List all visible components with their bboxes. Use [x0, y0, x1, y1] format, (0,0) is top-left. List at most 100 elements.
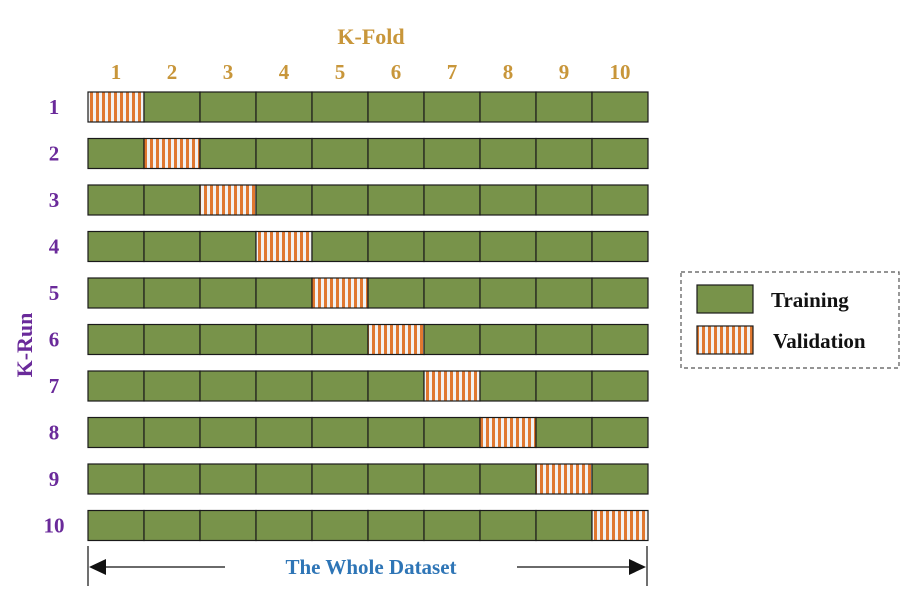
training-fold-cell — [368, 371, 424, 401]
training-fold-cell — [480, 464, 536, 494]
training-fold-cell — [480, 232, 536, 262]
training-fold-cell — [424, 232, 480, 262]
training-fold-cell — [480, 139, 536, 169]
training-fold-cell — [144, 418, 200, 448]
training-fold-cell — [200, 371, 256, 401]
training-fold-cell — [256, 278, 312, 308]
training-fold-cell — [200, 464, 256, 494]
run-label-4: 4 — [49, 235, 60, 259]
validation-fold-cell — [368, 325, 424, 355]
training-fold-cell — [368, 232, 424, 262]
fold-label-1: 1 — [111, 60, 122, 84]
training-fold-cell — [368, 185, 424, 215]
training-fold-cell — [88, 232, 144, 262]
training-fold-cell — [536, 325, 592, 355]
fold-labels: 12345678910 — [111, 60, 631, 84]
fold-label-10: 10 — [610, 60, 631, 84]
run-row-10 — [88, 511, 648, 541]
training-fold-cell — [536, 418, 592, 448]
dataset-span-left-arrowhead — [89, 559, 106, 575]
training-fold-cell — [144, 371, 200, 401]
training-fold-cell — [424, 418, 480, 448]
run-label-1: 1 — [49, 95, 60, 119]
run-row-6 — [88, 325, 648, 355]
run-label-3: 3 — [49, 188, 60, 212]
legend-training-label: Training — [771, 288, 849, 312]
training-fold-cell — [200, 278, 256, 308]
training-fold-cell — [312, 185, 368, 215]
validation-fold-cell — [144, 139, 200, 169]
training-fold-cell — [592, 325, 648, 355]
training-fold-cell — [88, 511, 144, 541]
training-fold-cell — [200, 92, 256, 122]
training-fold-cell — [536, 232, 592, 262]
training-fold-cell — [144, 278, 200, 308]
validation-fold-cell — [88, 92, 144, 122]
training-fold-cell — [480, 371, 536, 401]
dataset-span: The Whole Dataset — [88, 546, 647, 586]
fold-label-2: 2 — [167, 60, 178, 84]
training-fold-cell — [88, 418, 144, 448]
training-fold-cell — [368, 139, 424, 169]
training-fold-cell — [424, 92, 480, 122]
training-fold-cell — [536, 278, 592, 308]
validation-fold-cell — [256, 232, 312, 262]
training-fold-cell — [200, 232, 256, 262]
training-fold-cell — [312, 418, 368, 448]
training-fold-cell — [256, 92, 312, 122]
training-fold-cell — [480, 511, 536, 541]
training-fold-cell — [144, 232, 200, 262]
training-fold-cell — [592, 232, 648, 262]
training-fold-cell — [424, 139, 480, 169]
run-row-3 — [88, 185, 648, 215]
training-fold-cell — [592, 92, 648, 122]
validation-fold-cell — [200, 185, 256, 215]
validation-fold-cell — [424, 371, 480, 401]
training-fold-cell — [536, 139, 592, 169]
dataset-span-label: The Whole Dataset — [285, 555, 456, 579]
training-fold-cell — [592, 185, 648, 215]
training-fold-cell — [536, 511, 592, 541]
fold-label-7: 7 — [447, 60, 458, 84]
validation-fold-cell — [536, 464, 592, 494]
training-fold-cell — [312, 92, 368, 122]
fold-label-5: 5 — [335, 60, 346, 84]
training-fold-cell — [200, 511, 256, 541]
validation-fold-cell — [480, 418, 536, 448]
training-fold-cell — [144, 185, 200, 215]
fold-label-9: 9 — [559, 60, 570, 84]
run-label-8: 8 — [49, 421, 60, 445]
training-fold-cell — [88, 185, 144, 215]
training-fold-cell — [592, 278, 648, 308]
training-fold-cell — [592, 371, 648, 401]
training-fold-cell — [424, 464, 480, 494]
training-fold-cell — [480, 278, 536, 308]
training-fold-cell — [424, 278, 480, 308]
training-fold-cell — [88, 139, 144, 169]
training-fold-cell — [256, 325, 312, 355]
run-label-2: 2 — [49, 142, 60, 166]
training-fold-cell — [312, 511, 368, 541]
training-fold-cell — [144, 92, 200, 122]
training-fold-cell — [368, 511, 424, 541]
run-row-2 — [88, 139, 648, 169]
fold-label-6: 6 — [391, 60, 402, 84]
run-label-10: 10 — [44, 514, 65, 538]
training-fold-cell — [312, 232, 368, 262]
training-fold-cell — [536, 185, 592, 215]
legend-training-swatch — [697, 285, 753, 313]
training-fold-cell — [312, 371, 368, 401]
run-row-5 — [88, 278, 648, 308]
training-fold-cell — [368, 418, 424, 448]
training-fold-cell — [200, 139, 256, 169]
legend-validation-swatch — [697, 326, 753, 354]
training-fold-cell — [368, 92, 424, 122]
training-fold-cell — [424, 325, 480, 355]
run-row-8 — [88, 418, 648, 448]
training-fold-cell — [480, 92, 536, 122]
training-fold-cell — [200, 418, 256, 448]
training-fold-cell — [144, 325, 200, 355]
training-fold-cell — [256, 511, 312, 541]
training-fold-cell — [88, 278, 144, 308]
dataset-span-right-arrowhead — [629, 559, 646, 575]
